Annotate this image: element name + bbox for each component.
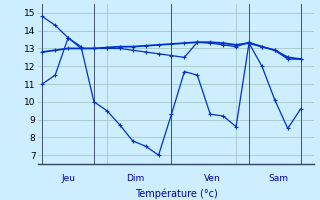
Text: Température (°c): Température (°c): [135, 189, 217, 199]
Text: Dim: Dim: [126, 174, 145, 183]
Text: Ven: Ven: [204, 174, 220, 183]
Text: Jeu: Jeu: [62, 174, 76, 183]
Text: Sam: Sam: [268, 174, 288, 183]
